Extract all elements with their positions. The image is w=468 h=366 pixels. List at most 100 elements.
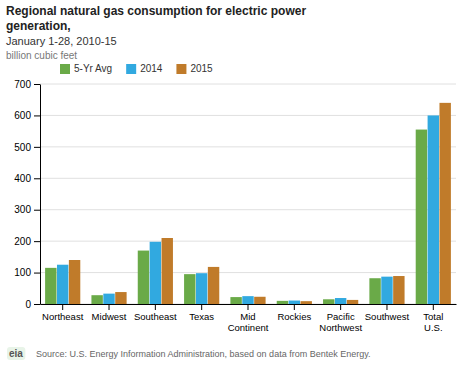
- x-tick: Midwest: [92, 304, 127, 322]
- legend-swatch: [176, 64, 186, 74]
- x-tick: Texas: [189, 304, 214, 322]
- title: generation,: [6, 19, 71, 33]
- title: Regional natural gas consumption for ele…: [6, 4, 306, 18]
- y-axis: 0 100 200 300 400 500 600 700: [14, 79, 40, 310]
- logo-text: eia: [9, 348, 23, 359]
- bar: [115, 292, 126, 304]
- bar: [428, 115, 439, 304]
- y-tick-mark: [34, 210, 40, 211]
- x-tick-label-line: U.S.: [424, 322, 442, 333]
- x-tick-label-line: Southwest: [365, 311, 410, 322]
- x-tick-label: TotalU.S.: [423, 311, 443, 333]
- x-tick-label-line: Mid: [240, 311, 255, 322]
- x-tick-label: Southwest: [365, 311, 410, 322]
- y-tick-mark: [34, 115, 40, 116]
- x-tick-label-line: Continent: [228, 322, 269, 333]
- bar: [416, 130, 427, 304]
- bar: [289, 301, 300, 304]
- y-tick: 700: [14, 79, 40, 90]
- x-tick: PacificNorthwest: [319, 304, 362, 333]
- y-tick-mark: [34, 304, 40, 305]
- grid-line: [40, 84, 456, 85]
- y-axis-line: [40, 85, 41, 305]
- y-tick-label: 200: [14, 236, 31, 247]
- y-tick: 400: [14, 173, 40, 184]
- plot: 0 100 200 300 400 500 600 700 Northeast Midwest So…: [14, 79, 456, 333]
- x-tick-label: MidContinent: [228, 311, 269, 333]
- bar: [393, 276, 404, 304]
- legend-label: 2015: [190, 63, 213, 74]
- y-tick-mark: [34, 178, 40, 179]
- bar: [254, 297, 265, 304]
- grid-line: [40, 209, 456, 210]
- legend-label: 2014: [140, 63, 163, 74]
- x-tick-label: Southeast: [134, 311, 177, 322]
- y-tick: 100: [14, 267, 40, 278]
- y-tick: 200: [14, 236, 40, 247]
- y-axis-label: billion cubic feet: [6, 50, 77, 61]
- y-tick-label: 400: [14, 173, 31, 184]
- legend-swatch: [126, 64, 136, 74]
- x-tick-label-line: Texas: [189, 311, 214, 322]
- grid-line: [40, 115, 456, 116]
- y-tick-label: 700: [14, 79, 31, 90]
- y-tick-mark: [34, 147, 40, 148]
- bar: [242, 296, 253, 304]
- x-axis: Northeast Midwest Southeast Texas MidContine…: [41, 304, 457, 333]
- y-tick-label: 0: [25, 299, 31, 310]
- y-tick-label: 100: [14, 267, 31, 278]
- bar: [208, 267, 219, 304]
- x-tick-label-line: Northeast: [42, 311, 84, 322]
- x-tick-label-line: Southeast: [134, 311, 177, 322]
- grid: [40, 84, 456, 304]
- bar: [301, 301, 312, 304]
- y-tick-mark: [34, 84, 40, 85]
- bar: [347, 300, 358, 304]
- bar: [196, 273, 207, 304]
- bar: [369, 278, 380, 304]
- x-tick-label-line: Midwest: [92, 311, 127, 322]
- bars: [45, 103, 451, 304]
- x-tick: Rockies: [277, 304, 311, 322]
- bar: [184, 274, 195, 304]
- bar-series: [57, 115, 439, 304]
- x-tick-mark: [340, 304, 341, 310]
- x-tick-label: Northeast: [42, 311, 84, 322]
- x-tick-label-line: Northwest: [319, 322, 362, 333]
- x-tick-mark: [155, 304, 156, 310]
- logo: eia: [7, 347, 25, 360]
- bar: [323, 299, 334, 304]
- bar: [103, 294, 114, 304]
- x-tick: Southwest: [365, 304, 410, 322]
- bar: [150, 242, 161, 304]
- legend-item: 2014: [126, 63, 163, 74]
- x-tick-label-line: Pacific: [327, 311, 355, 322]
- y-tick: 600: [14, 110, 40, 121]
- x-tick-mark: [433, 304, 434, 310]
- x-tick-mark: [294, 304, 295, 310]
- y-tick: 500: [14, 142, 40, 153]
- grid-line: [40, 146, 456, 147]
- legend-item: 5-Yr Avg: [60, 63, 112, 74]
- bar: [230, 297, 241, 304]
- y-tick: 300: [14, 204, 40, 215]
- x-tick: MidContinent: [228, 304, 269, 333]
- legend-swatch: [60, 64, 70, 74]
- bar-series: [69, 103, 451, 304]
- x-tick: Southeast: [134, 304, 177, 322]
- y-tick-mark: [34, 241, 40, 242]
- x-tick-mark: [386, 304, 387, 310]
- bar: [162, 238, 173, 304]
- x-tick: Northeast: [42, 304, 84, 322]
- y-tick-label: 300: [14, 204, 31, 215]
- bar: [57, 265, 68, 304]
- source-note: Source: U.S. Energy Information Administ…: [36, 349, 371, 359]
- legend-item: 2015: [176, 63, 213, 74]
- y-tick-label: 500: [14, 142, 31, 153]
- x-tick-label: PacificNorthwest: [319, 311, 362, 333]
- y-tick: 0: [25, 299, 40, 310]
- x-tick-label: Midwest: [92, 311, 127, 322]
- bar: [277, 301, 288, 304]
- x-tick-mark: [109, 304, 110, 310]
- grid-line: [40, 178, 456, 179]
